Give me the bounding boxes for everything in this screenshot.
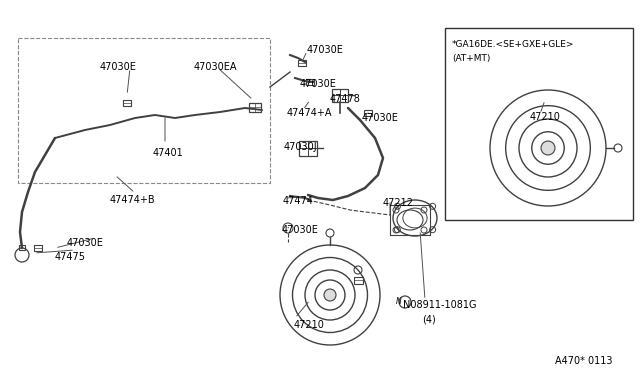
Text: 47474+B: 47474+B <box>110 195 156 205</box>
Bar <box>123 100 131 106</box>
Bar <box>298 60 306 66</box>
Text: 47401: 47401 <box>153 148 184 158</box>
Bar <box>353 276 362 283</box>
Circle shape <box>541 141 555 155</box>
Bar <box>306 79 314 85</box>
Text: (AT+MT): (AT+MT) <box>452 54 490 63</box>
Text: 47474: 47474 <box>283 196 314 206</box>
Bar <box>332 89 348 102</box>
Text: 47030EA: 47030EA <box>194 62 237 72</box>
Bar <box>445 28 633 220</box>
Bar <box>19 244 25 250</box>
Bar <box>249 103 261 112</box>
Text: 47210: 47210 <box>530 112 561 122</box>
Bar <box>364 110 372 116</box>
Text: 47030E: 47030E <box>100 62 137 72</box>
Text: 47030E: 47030E <box>307 45 344 55</box>
Text: 47210: 47210 <box>294 320 325 330</box>
Circle shape <box>324 289 336 301</box>
Text: 47030J: 47030J <box>284 142 317 152</box>
Text: 47474+A: 47474+A <box>287 108 333 118</box>
Text: 47030E: 47030E <box>67 238 104 248</box>
Text: A470* 0113: A470* 0113 <box>555 356 612 366</box>
Text: N: N <box>396 298 402 307</box>
Text: N08911-1081G: N08911-1081G <box>403 300 477 310</box>
Text: 47030E: 47030E <box>300 79 337 89</box>
Text: 47030E: 47030E <box>282 225 319 235</box>
Text: 47030E: 47030E <box>362 113 399 123</box>
Text: (4): (4) <box>422 314 436 324</box>
Bar <box>34 245 42 251</box>
Bar <box>299 141 317 155</box>
Text: 47212: 47212 <box>383 198 414 208</box>
Text: 47475: 47475 <box>55 252 86 262</box>
Bar <box>18 38 270 183</box>
Text: *GA16DE.<SE+GXE+GLE>: *GA16DE.<SE+GXE+GLE> <box>452 40 575 49</box>
Text: 47478: 47478 <box>330 94 361 104</box>
